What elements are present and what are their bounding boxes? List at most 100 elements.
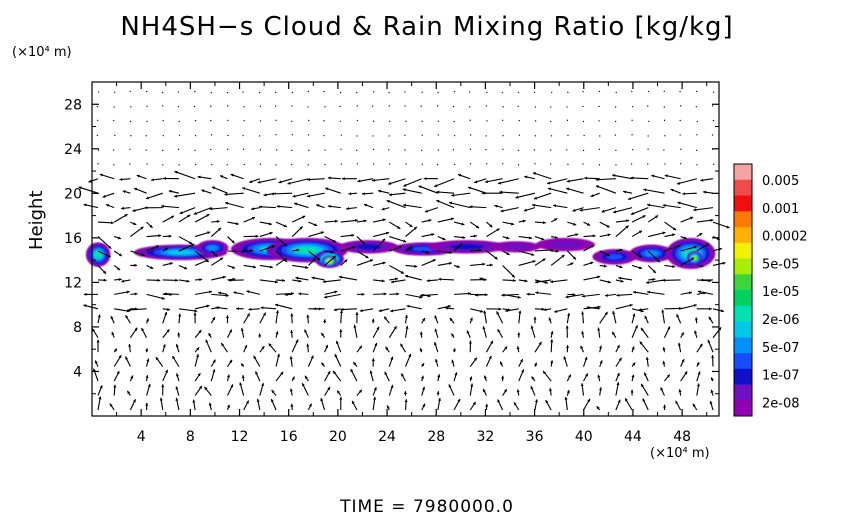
- wind-vector-head: [201, 189, 205, 193]
- wind-vector-head: [205, 339, 209, 343]
- wind-vector-head: [408, 246, 412, 250]
- wind-vector-head: [599, 345, 603, 349]
- wind-vector-head: [607, 280, 611, 284]
- wind-vector: [502, 134, 504, 137]
- wind-vector-head: [371, 358, 375, 362]
- wind-vector: [565, 187, 584, 194]
- wind-vector-head: [396, 292, 400, 296]
- wind-vector-head: [434, 315, 438, 319]
- wind-vector-head: [284, 293, 288, 297]
- wind-vector-head: [517, 295, 521, 299]
- wind-vector-head: [694, 330, 698, 334]
- wind-vector-head: [661, 309, 665, 313]
- wind-vector-head: [662, 231, 666, 235]
- wind-vector-head: [468, 186, 472, 190]
- wind-vector: [290, 120, 293, 123]
- wind-vector: [387, 178, 406, 185]
- wind-vector-head: [197, 373, 201, 377]
- wind-vector-head: [488, 355, 492, 360]
- wind-vector: [96, 119, 99, 122]
- wind-vector-head: [633, 290, 637, 294]
- wind-vector-head: [187, 214, 191, 218]
- wind-vector: [307, 178, 325, 181]
- wind-vector-head: [256, 398, 260, 402]
- wind-vector-head: [683, 236, 687, 240]
- wind-vector: [615, 304, 633, 310]
- wind-vector-head: [393, 326, 397, 330]
- wind-vector-head: [168, 234, 172, 238]
- x-tick-label: 40: [575, 429, 593, 445]
- wind-vector-head: [282, 278, 285, 282]
- y-tick-label: 20: [64, 186, 82, 202]
- wind-vector: [695, 105, 698, 108]
- wind-vector-head: [431, 233, 435, 237]
- wind-vector-head: [711, 355, 715, 358]
- wind-vector-head: [133, 187, 138, 191]
- wind-vector-head: [358, 389, 362, 393]
- wind-vector-head: [436, 190, 440, 194]
- wind-vector-head: [258, 205, 262, 209]
- wind-vector-head: [353, 361, 357, 366]
- wind-vector-head: [302, 383, 305, 387]
- wind-vector-head: [382, 238, 386, 242]
- wind-vector: [78, 186, 99, 194]
- x-tick-label: 48: [673, 429, 691, 445]
- wind-vector-head: [414, 264, 418, 268]
- wind-vector-head: [159, 397, 163, 401]
- wind-vector-head: [348, 192, 352, 196]
- wind-vector-head: [117, 236, 122, 240]
- wind-vector-head: [586, 222, 591, 226]
- wind-vector-head: [662, 360, 666, 364]
- wind-vector-head: [388, 193, 392, 197]
- wind-vector-head: [532, 172, 537, 176]
- cloud-field: [85, 237, 716, 270]
- wind-vector-head: [209, 290, 213, 294]
- x-tick-label: 8: [186, 429, 195, 445]
- wind-vector-head: [127, 390, 131, 395]
- wind-vector-head: [382, 218, 386, 222]
- wind-vector: [97, 149, 100, 152]
- wind-vector-head: [251, 216, 256, 220]
- wind-vector: [631, 90, 633, 93]
- wind-vector-head: [212, 359, 216, 363]
- wind-vector: [356, 259, 374, 266]
- wind-vector-head: [294, 202, 298, 206]
- wind-vector-head: [283, 224, 288, 228]
- wind-vector-head: [450, 217, 454, 221]
- wind-vector: [499, 191, 519, 194]
- wind-vector-head: [353, 324, 357, 328]
- wind-vector-head: [541, 307, 545, 311]
- wind-vector-head: [146, 318, 149, 322]
- wind-vector: [693, 207, 714, 211]
- wind-vector-head: [548, 317, 552, 321]
- wind-vector-head: [257, 180, 261, 184]
- wind-vector-head: [118, 253, 122, 257]
- wind-vector-head: [531, 203, 535, 207]
- wind-vector-head: [359, 309, 363, 313]
- wind-vector-head: [283, 242, 287, 246]
- wind-vector-head: [373, 396, 377, 400]
- wind-vector-head: [397, 225, 401, 229]
- wind-vector-head: [163, 292, 167, 296]
- wind-vector-head: [88, 179, 92, 183]
- wind-vector-head: [485, 180, 489, 184]
- wind-vector: [630, 207, 649, 216]
- wind-vector-head: [341, 177, 345, 181]
- wind-vector-head: [130, 375, 134, 379]
- wind-vector-head: [718, 327, 722, 331]
- wind-vector-head: [693, 208, 697, 212]
- colorbar-swatch: [734, 337, 752, 354]
- wind-vector-head: [383, 292, 387, 296]
- wind-vector-head: [581, 294, 585, 298]
- wind-vector-head: [521, 369, 524, 373]
- wind-vector-head: [336, 340, 339, 345]
- wind-vector-head: [352, 246, 356, 250]
- wind-vector-head: [496, 228, 500, 232]
- wind-vector-head: [490, 340, 493, 344]
- wind-vector-head: [155, 245, 159, 249]
- wind-vector-head: [522, 219, 526, 223]
- wind-vector-head: [251, 207, 255, 211]
- wind-vector-head: [211, 186, 216, 190]
- wind-vector-head: [482, 326, 486, 330]
